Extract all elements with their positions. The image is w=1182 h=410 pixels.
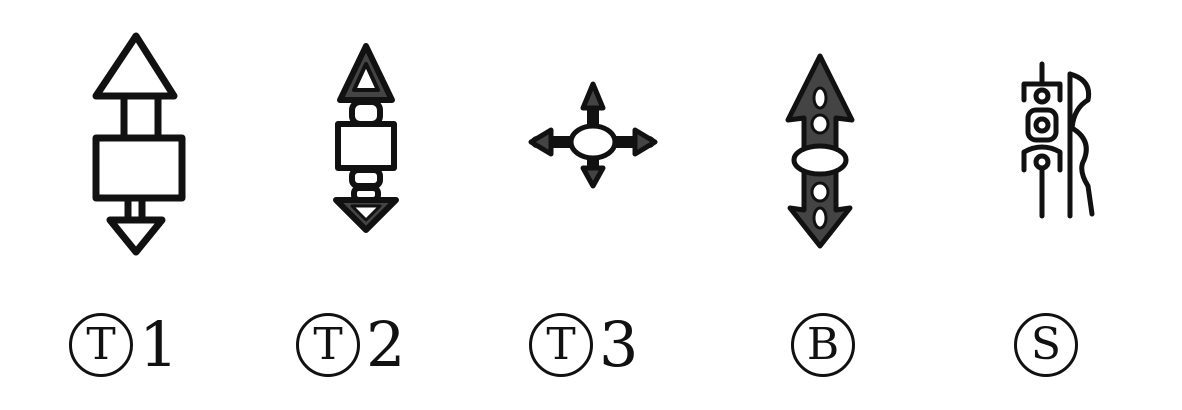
glyph-t2-icon <box>266 20 466 270</box>
glyph-t3-icon <box>493 20 693 270</box>
label-s: S <box>1014 305 1078 385</box>
label-t3: T 3 <box>529 305 638 385</box>
circled-letter: T <box>529 313 593 377</box>
circled-letter: S <box>1014 313 1078 377</box>
glyph-t1-icon <box>36 20 236 270</box>
label-t2: T 2 <box>296 305 405 385</box>
circled-letter: T <box>69 313 133 377</box>
label-b: B <box>791 305 855 385</box>
label-number: 3 <box>599 308 639 381</box>
label-number: 1 <box>139 308 179 381</box>
circled-letter: T <box>296 313 360 377</box>
glyph-s-icon <box>942 20 1142 270</box>
label-number: 2 <box>366 308 406 381</box>
label-t1: T 1 <box>69 305 178 385</box>
glyph-b-icon <box>720 20 920 270</box>
circled-letter: B <box>791 313 855 377</box>
